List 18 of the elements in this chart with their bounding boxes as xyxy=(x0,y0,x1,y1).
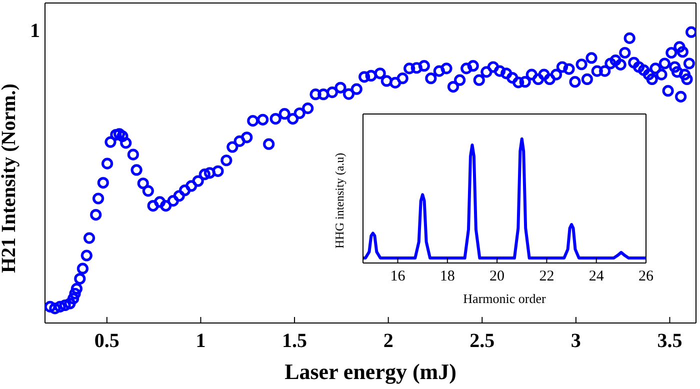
x-tick-label: 2.5 xyxy=(470,330,495,352)
x-tick-label: 22 xyxy=(539,268,554,285)
x-tick-label: 16 xyxy=(390,268,406,285)
x-tick-label: 18 xyxy=(440,268,455,285)
x-tick-label: 1 xyxy=(196,330,206,352)
text: 1 xyxy=(30,19,40,44)
x-axis-title: Laser energy (mJ) xyxy=(284,359,456,384)
x-tick-label: 3.5 xyxy=(657,330,682,352)
x-tick-label: 3 xyxy=(570,330,581,352)
y-axis-title: H21 Intensity (Norm.) xyxy=(0,84,20,273)
x-tick-label: 20 xyxy=(490,268,505,285)
x-tick-label: 24 xyxy=(588,268,604,285)
x-tick-label: 1.5 xyxy=(282,330,308,352)
x-axis-title: Harmonic order xyxy=(463,291,546,306)
y-axis-title: HHG intensity (a.u) xyxy=(332,152,346,248)
x-tick-label: 2 xyxy=(383,330,394,352)
x-tick-label: 26 xyxy=(638,268,654,285)
x-tick-label: 0.5 xyxy=(94,330,120,352)
